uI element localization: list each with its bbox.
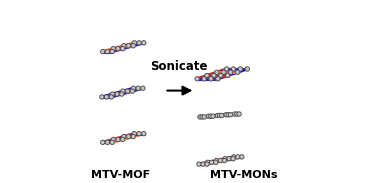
Circle shape: [222, 70, 226, 74]
Circle shape: [111, 137, 115, 142]
Circle shape: [197, 162, 201, 166]
Circle shape: [218, 73, 223, 78]
Circle shape: [216, 77, 220, 81]
Circle shape: [222, 158, 226, 163]
Circle shape: [200, 115, 204, 119]
Circle shape: [245, 67, 249, 71]
Circle shape: [226, 73, 230, 78]
Circle shape: [132, 41, 136, 45]
Text: Sonicate: Sonicate: [150, 60, 208, 73]
Circle shape: [201, 162, 205, 166]
Circle shape: [111, 46, 115, 51]
Text: MTV-MOF: MTV-MOF: [91, 171, 150, 180]
Circle shape: [235, 112, 239, 116]
Circle shape: [126, 134, 131, 139]
Circle shape: [224, 113, 228, 117]
Circle shape: [109, 95, 113, 99]
Circle shape: [218, 158, 223, 163]
Circle shape: [240, 155, 244, 159]
Circle shape: [209, 114, 213, 118]
Circle shape: [101, 140, 105, 145]
Circle shape: [205, 162, 209, 166]
Circle shape: [131, 134, 135, 139]
Circle shape: [232, 155, 236, 159]
Circle shape: [202, 115, 206, 119]
Circle shape: [141, 86, 145, 90]
Circle shape: [206, 160, 210, 165]
Circle shape: [238, 67, 243, 71]
Circle shape: [122, 134, 126, 139]
Circle shape: [237, 112, 241, 116]
Circle shape: [116, 46, 120, 51]
Circle shape: [214, 160, 218, 165]
Circle shape: [235, 155, 240, 159]
Circle shape: [110, 140, 115, 145]
Circle shape: [231, 156, 235, 161]
Circle shape: [131, 44, 135, 48]
Circle shape: [228, 113, 232, 117]
Circle shape: [115, 92, 119, 96]
Circle shape: [132, 131, 136, 136]
Circle shape: [130, 89, 135, 93]
Circle shape: [126, 44, 131, 48]
Circle shape: [142, 41, 146, 45]
Circle shape: [206, 114, 211, 118]
Circle shape: [116, 137, 120, 142]
Circle shape: [142, 131, 146, 136]
Circle shape: [125, 89, 130, 93]
Circle shape: [225, 67, 229, 71]
Circle shape: [105, 140, 110, 145]
Circle shape: [217, 113, 222, 118]
Circle shape: [202, 77, 206, 81]
Circle shape: [228, 70, 233, 74]
Circle shape: [121, 46, 125, 51]
Circle shape: [235, 70, 240, 74]
Circle shape: [215, 113, 220, 118]
Circle shape: [136, 86, 140, 90]
Circle shape: [220, 113, 224, 118]
Circle shape: [119, 92, 124, 96]
Circle shape: [227, 156, 231, 161]
Circle shape: [110, 49, 115, 54]
Circle shape: [105, 49, 110, 54]
Circle shape: [121, 137, 125, 142]
Circle shape: [205, 73, 209, 78]
Circle shape: [195, 77, 199, 81]
Text: MTV-MONs: MTV-MONs: [210, 171, 277, 180]
Circle shape: [212, 73, 216, 78]
Circle shape: [198, 115, 202, 119]
Circle shape: [232, 112, 237, 116]
Circle shape: [226, 113, 231, 117]
Circle shape: [211, 114, 215, 118]
Circle shape: [104, 95, 109, 99]
Circle shape: [101, 49, 105, 54]
Circle shape: [131, 86, 136, 90]
Circle shape: [215, 70, 219, 74]
Circle shape: [209, 160, 214, 165]
Circle shape: [137, 41, 141, 45]
Circle shape: [100, 95, 104, 99]
Circle shape: [223, 156, 227, 161]
Circle shape: [137, 131, 141, 136]
Circle shape: [214, 158, 218, 163]
Circle shape: [121, 89, 125, 93]
Circle shape: [110, 92, 115, 96]
Circle shape: [209, 77, 213, 81]
Circle shape: [122, 44, 126, 48]
Circle shape: [231, 67, 235, 71]
